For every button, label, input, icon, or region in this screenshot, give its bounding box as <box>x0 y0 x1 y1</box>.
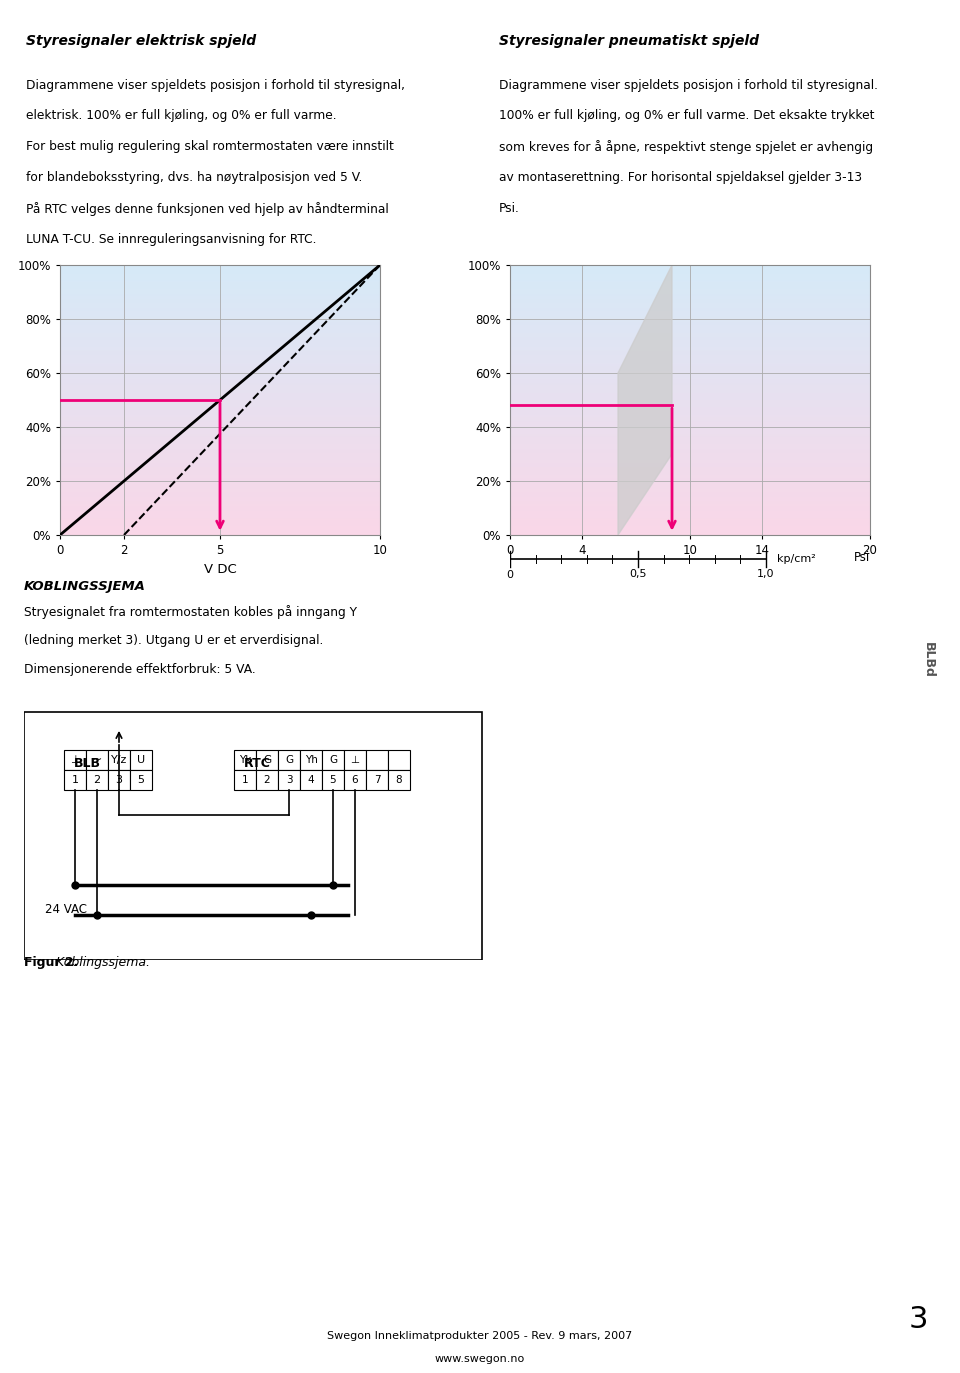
Text: Y/z: Y/z <box>110 755 127 765</box>
Text: 3: 3 <box>908 1306 927 1335</box>
Bar <box>366 770 388 789</box>
Text: Yk: Yk <box>239 755 252 765</box>
Text: ⊥: ⊥ <box>350 755 359 765</box>
Bar <box>86 770 108 789</box>
Text: Diagrammene viser spjeldets posisjon i forhold til styresignal,: Diagrammene viser spjeldets posisjon i f… <box>26 78 405 92</box>
Bar <box>322 770 344 789</box>
Bar <box>256 750 278 770</box>
Bar <box>278 750 300 770</box>
Text: www.swegon.no: www.swegon.no <box>435 1354 525 1363</box>
Bar <box>388 770 410 789</box>
Bar <box>86 750 108 770</box>
Text: G: G <box>329 755 337 765</box>
Text: 100% er full kjøling, og 0% er full varme. Det eksakte trykket: 100% er full kjøling, og 0% er full varm… <box>499 110 875 122</box>
Text: BLBd: BLBd <box>923 643 935 678</box>
Text: Figur 2.: Figur 2. <box>24 956 79 969</box>
Text: Swegon Inneklimatprodukter 2005 - Rev. 9 mars, 2007: Swegon Inneklimatprodukter 2005 - Rev. 9… <box>327 1332 633 1341</box>
Bar <box>344 750 366 770</box>
Bar <box>366 750 388 770</box>
Text: 0,5: 0,5 <box>629 570 647 579</box>
Text: 7: 7 <box>373 774 380 785</box>
Text: Styresignaler pneumatiskt spjeld: Styresignaler pneumatiskt spjeld <box>499 34 759 48</box>
Text: BLB: BLB <box>74 757 101 770</box>
Text: 0: 0 <box>507 570 514 579</box>
Text: 5: 5 <box>329 774 336 785</box>
Text: av montaserettning. For horisontal spjeldaksel gjelder 3-13: av montaserettning. For horisontal spjel… <box>499 172 862 184</box>
Text: U: U <box>137 755 145 765</box>
Text: Styresignaler elektrisk spjeld: Styresignaler elektrisk spjeld <box>26 34 256 48</box>
Text: 8: 8 <box>396 774 402 785</box>
Polygon shape <box>618 265 672 535</box>
Bar <box>64 750 86 770</box>
Bar <box>300 770 322 789</box>
Bar <box>130 770 152 789</box>
Text: ⊥: ⊥ <box>70 755 80 765</box>
Text: for blandeboksstyring, dvs. ha nøytralposisjon ved 5 V.: for blandeboksstyring, dvs. ha nøytralpo… <box>26 172 362 184</box>
Text: 4: 4 <box>308 774 314 785</box>
Text: LUNA T-CU. Se innreguleringsanvisning for RTC.: LUNA T-CU. Se innreguleringsanvisning fo… <box>26 233 317 246</box>
Text: Dimensjonerende effektforbruk: 5 VA.: Dimensjonerende effektforbruk: 5 VA. <box>24 663 255 676</box>
Text: Psi.: Psi. <box>499 202 520 216</box>
Bar <box>108 750 130 770</box>
Bar <box>388 750 410 770</box>
Text: 1: 1 <box>71 774 79 785</box>
Text: G: G <box>263 755 271 765</box>
Text: KOBLINGSSJEMA: KOBLINGSSJEMA <box>24 579 146 593</box>
Bar <box>130 750 152 770</box>
Text: kp/cm²: kp/cm² <box>777 553 815 564</box>
Text: (ledning merket 3). Utgang U er et erverdisignal.: (ledning merket 3). Utgang U er et erver… <box>24 634 324 647</box>
Text: 2: 2 <box>93 774 101 785</box>
Bar <box>256 770 278 789</box>
Text: G: G <box>285 755 293 765</box>
Bar <box>344 770 366 789</box>
Text: 3: 3 <box>115 774 123 785</box>
Text: 6: 6 <box>351 774 358 785</box>
Bar <box>234 750 256 770</box>
Text: 5: 5 <box>137 774 145 785</box>
Text: elektrisk. 100% er full kjøling, og 0% er full varme.: elektrisk. 100% er full kjøling, og 0% e… <box>26 110 337 122</box>
Bar <box>64 770 86 789</box>
Bar <box>278 770 300 789</box>
X-axis label: V DC: V DC <box>204 563 236 575</box>
Text: 1: 1 <box>242 774 249 785</box>
Text: RTC: RTC <box>244 757 271 770</box>
Text: Yh: Yh <box>304 755 318 765</box>
Text: 1,0: 1,0 <box>757 570 775 579</box>
Bar <box>322 750 344 770</box>
Text: 3: 3 <box>286 774 292 785</box>
Bar <box>300 750 322 770</box>
Text: 2: 2 <box>264 774 271 785</box>
Bar <box>234 770 256 789</box>
Text: ~: ~ <box>92 755 102 765</box>
Text: Psi: Psi <box>853 551 870 564</box>
Text: På RTC velges denne funksjonen ved hjelp av håndterminal: På RTC velges denne funksjonen ved hjelp… <box>26 202 389 216</box>
Text: Stryesignalet fra romtermostaten kobles på inngang Y: Stryesignalet fra romtermostaten kobles … <box>24 605 357 619</box>
Bar <box>108 770 130 789</box>
Text: For best mulig regulering skal romtermostaten være innstilt: For best mulig regulering skal romtermos… <box>26 140 394 154</box>
Text: Diagrammene viser spjeldets posisjon i forhold til styresignal.: Diagrammene viser spjeldets posisjon i f… <box>499 78 878 92</box>
Text: 24 VAC: 24 VAC <box>45 903 87 916</box>
Text: Koblingssjema.: Koblingssjema. <box>52 956 150 969</box>
Text: som kreves for å åpne, respektivt stenge spjelet er avhengig: som kreves for å åpne, respektivt stenge… <box>499 140 874 154</box>
